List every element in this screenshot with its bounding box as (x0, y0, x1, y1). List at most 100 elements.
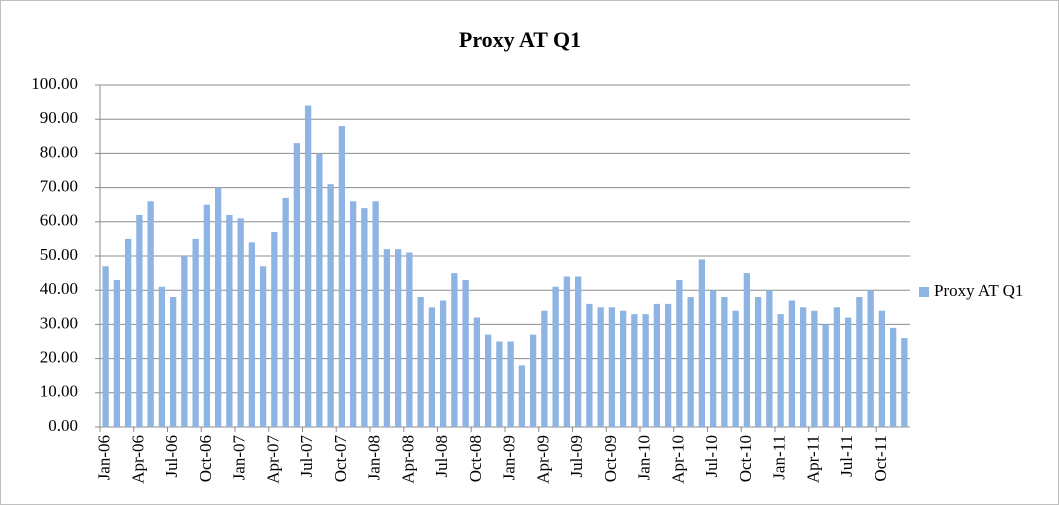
bar (260, 266, 266, 427)
bar (541, 311, 547, 427)
y-tick-label: 60.00 (40, 211, 78, 230)
bar (429, 307, 435, 427)
y-tick-label: 20.00 (40, 348, 78, 367)
bar (451, 273, 457, 427)
bar (879, 311, 885, 427)
x-tick-label: Jul-07 (297, 435, 316, 478)
x-tick-label: Jan-07 (230, 435, 249, 481)
legend-swatch (919, 287, 929, 297)
bar (462, 280, 468, 427)
chart-title: Proxy AT Q1 (459, 27, 581, 52)
bar (710, 290, 716, 427)
x-tick-label: Apr-09 (533, 435, 552, 484)
x-tick-label: Jul-10 (702, 435, 721, 478)
bar (114, 280, 120, 427)
bar (777, 314, 783, 427)
bar (834, 307, 840, 427)
bar (687, 297, 693, 427)
bar (496, 342, 502, 428)
bar (181, 256, 187, 427)
bar (811, 311, 817, 427)
bar (192, 239, 198, 427)
x-tick-label: Oct-10 (736, 435, 755, 482)
bar (676, 280, 682, 427)
bar (170, 297, 176, 427)
chart-frame (1, 1, 1059, 505)
bar (485, 335, 491, 427)
legend-label: Proxy AT Q1 (934, 281, 1023, 300)
x-tick-label: Oct-06 (196, 435, 215, 482)
bar (620, 311, 626, 427)
bar (631, 314, 637, 427)
bar (609, 307, 615, 427)
y-tick-label: 0.00 (48, 416, 78, 435)
x-tick-label: Jul-11 (837, 435, 856, 477)
bar (856, 297, 862, 427)
bar (125, 239, 131, 427)
bar (744, 273, 750, 427)
bar (406, 253, 412, 427)
y-tick-label: 90.00 (40, 108, 78, 127)
bar (440, 300, 446, 427)
bar (800, 307, 806, 427)
bar (789, 300, 795, 427)
bar (294, 143, 300, 427)
bar (316, 153, 322, 427)
bar (654, 304, 660, 427)
bar (350, 201, 356, 427)
x-tick-label: Jan-09 (500, 435, 519, 480)
bar (766, 290, 772, 427)
bar (249, 242, 255, 427)
bar (519, 365, 525, 427)
bar (159, 287, 165, 427)
bar (845, 318, 851, 427)
x-tick-label: Jul-06 (162, 435, 181, 478)
bar (384, 249, 390, 427)
bar (271, 232, 277, 427)
bar (867, 290, 873, 427)
chart: Proxy AT Q1 0.0010.0020.0030.0040.0050.0… (0, 0, 1059, 505)
bar (721, 297, 727, 427)
bar (699, 259, 705, 427)
bar (102, 266, 108, 427)
x-tick-label: Apr-07 (263, 435, 282, 484)
bar (732, 311, 738, 427)
x-tick-label: Oct-09 (601, 435, 620, 482)
y-tick-label: 80.00 (40, 142, 78, 161)
bar (890, 328, 896, 427)
bar (215, 188, 221, 427)
x-tick-label: Apr-08 (398, 435, 417, 484)
x-tick-label: Jan-06 (95, 435, 114, 480)
x-tick-label: Jul-08 (432, 435, 451, 478)
x-tick-label: Jan-08 (365, 435, 384, 480)
bar (361, 208, 367, 427)
x-tick-label: Jul-09 (567, 435, 586, 478)
y-tick-label: 30.00 (40, 313, 78, 332)
bar (417, 297, 423, 427)
y-tick-label: 70.00 (40, 177, 78, 196)
y-tick-label: 10.00 (40, 382, 78, 401)
bar (822, 324, 828, 427)
bar (552, 287, 558, 427)
bar (755, 297, 761, 427)
x-tick-label: Oct-07 (331, 435, 350, 483)
bar (282, 198, 288, 427)
x-tick-label: Apr-06 (128, 435, 147, 484)
x-tick-label: Apr-11 (803, 435, 822, 483)
bar (327, 184, 333, 427)
bar (395, 249, 401, 427)
bar (564, 277, 570, 427)
x-tick-label: Oct-08 (466, 435, 485, 482)
bar (147, 201, 153, 427)
bar (642, 314, 648, 427)
y-tick-label: 100.00 (31, 74, 78, 93)
bar (204, 205, 210, 427)
x-tick-label: Jan-10 (635, 435, 654, 480)
bar (586, 304, 592, 427)
x-tick-label: Jan-11 (770, 435, 789, 480)
x-tick-label: Oct-11 (871, 435, 890, 482)
bar (136, 215, 142, 427)
bar (372, 201, 378, 427)
bar (339, 126, 345, 427)
x-tick-label: Apr-10 (668, 435, 687, 484)
